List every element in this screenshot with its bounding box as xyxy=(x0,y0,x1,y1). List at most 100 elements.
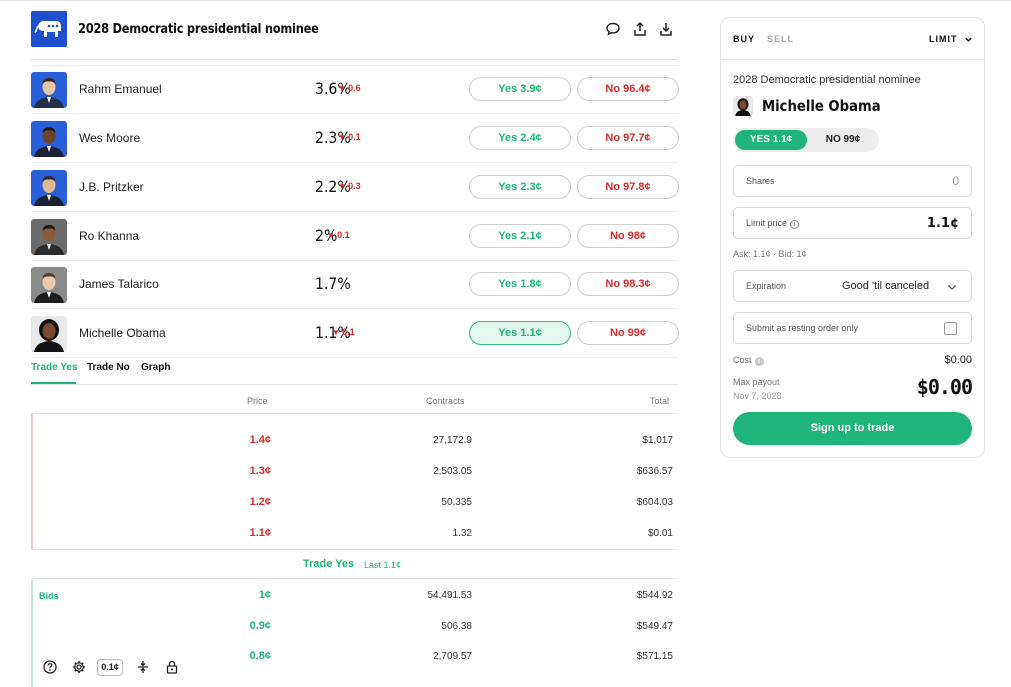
sell-tab[interactable]: SELL xyxy=(767,34,795,44)
tab-trade-yes[interactable]: Trade Yes xyxy=(31,362,78,373)
bids-side-marker xyxy=(31,580,33,687)
buy-tab[interactable]: BUY xyxy=(733,34,756,44)
column-header-total: Total xyxy=(650,396,670,406)
candidate-probability: 1.1% xyxy=(315,323,351,342)
resting-order-field[interactable]: Submit as resting order only xyxy=(733,312,972,344)
candidate-probability: 3.6% xyxy=(315,79,351,98)
max-payout-date: Nov 7, 2028 xyxy=(733,391,782,401)
shares-label: Shares xyxy=(746,176,775,186)
avatar xyxy=(31,219,67,255)
info-icon[interactable]: i xyxy=(754,357,764,366)
shares-value[interactable]: 0 xyxy=(952,174,959,188)
buy-yes-button[interactable]: Yes 3.9¢ xyxy=(469,77,571,101)
cost-label-wrap: Cost i xyxy=(733,355,764,366)
bids-label: Bids xyxy=(39,591,59,601)
collapse-icon[interactable] xyxy=(136,660,150,674)
triangle-down-icon: ▼ xyxy=(338,84,349,93)
market-header: 2028 Democratic presidential nominee xyxy=(31,11,678,51)
sign-up-button[interactable]: Sign up to trade xyxy=(733,412,972,445)
buy-no-button[interactable]: No 97.7¢ xyxy=(577,126,679,150)
shares-field[interactable]: Shares 0 xyxy=(733,165,972,197)
order-type-dropdown[interactable]: LIMIT xyxy=(929,34,958,44)
candidate-row[interactable]: Ro Khanna 2% ▼ 0.1 Yes 2.1¢ No 98¢ xyxy=(31,212,679,261)
bid-total: $549.47 xyxy=(636,621,673,632)
limit-price-value[interactable]: 1.1¢ xyxy=(926,216,959,231)
resting-order-checkbox[interactable] xyxy=(944,322,957,335)
lock-icon[interactable] xyxy=(165,660,179,674)
chevron-down-icon[interactable] xyxy=(947,282,957,292)
change-value: 0.1 xyxy=(342,327,355,337)
candidate-row[interactable]: Wes Moore 2.3% ▼ 0.1 Yes 2.4¢ No 97.7¢ xyxy=(31,114,679,163)
order-panel: BUY SELL LIMIT 2028 Democratic president… xyxy=(720,17,985,458)
candidate-name: J.B. Pritzker xyxy=(79,180,144,194)
expiration-dropdown[interactable]: Expiration Good 'til canceled xyxy=(733,270,972,302)
candidate-probability: 1.7% xyxy=(315,274,351,293)
probability-change: ▼ 0.1 xyxy=(327,230,350,240)
buy-no-button[interactable]: No 96.4¢ xyxy=(577,77,679,101)
tab-graph[interactable]: Graph xyxy=(141,362,171,373)
no-option-button[interactable]: NO 99¢ xyxy=(825,134,861,145)
settings-icon[interactable] xyxy=(72,660,86,674)
bid-price[interactable]: 0.9¢ xyxy=(249,620,271,632)
democrat-logo-icon xyxy=(31,11,67,47)
candidate-row[interactable]: Rahm Emanuel 3.6% ▼ 0.6 Yes 3.9¢ No 96.4¢ xyxy=(31,65,679,114)
ask-price[interactable]: 1.4¢ xyxy=(249,434,271,446)
yes-option-button[interactable]: YES 1.1¢ xyxy=(735,130,807,150)
ask-contracts: 50,335 xyxy=(441,497,472,508)
list-top-divider xyxy=(31,65,678,66)
expiration-label: Expiration xyxy=(746,281,787,291)
buy-no-button[interactable]: No 99¢ xyxy=(577,321,679,345)
limit-price-field[interactable]: Limit price i 1.1¢ xyxy=(733,207,972,239)
info-icon[interactable]: i xyxy=(790,220,800,229)
ask-price[interactable]: 1.2¢ xyxy=(249,496,271,508)
buy-yes-button[interactable]: Yes 2.1¢ xyxy=(469,224,571,248)
change-value: 0.6 xyxy=(348,83,361,93)
ask-price[interactable]: 1.3¢ xyxy=(249,465,271,477)
change-value: 0.1 xyxy=(337,230,350,240)
ask-total: $1,017 xyxy=(642,435,673,446)
buy-yes-button[interactable]: Yes 1.8¢ xyxy=(469,272,571,296)
spread-title: Trade Yes xyxy=(303,558,355,570)
bid-price[interactable]: 0.8¢ xyxy=(249,650,271,662)
share-icon[interactable] xyxy=(632,21,648,37)
help-icon[interactable] xyxy=(43,660,57,674)
candidate-name: Michelle Obama xyxy=(79,326,166,340)
candidate-row[interactable]: J.B. Pritzker 2.2% ▼ 0.3 Yes 2.3¢ No 97.8¢ xyxy=(31,163,679,212)
buy-no-button[interactable]: No 97.8¢ xyxy=(577,175,679,199)
avatar xyxy=(733,96,753,116)
last-price: Last 1.1¢ xyxy=(364,560,402,570)
max-payout-value: $0.00 xyxy=(916,375,973,399)
cost-label: Cost xyxy=(733,355,752,365)
buy-yes-button[interactable]: Yes 2.4¢ xyxy=(469,126,571,150)
probability-change: ▼ 0.3 xyxy=(338,181,361,191)
candidate-probability: 2% xyxy=(315,226,338,245)
download-icon[interactable] xyxy=(658,21,674,37)
candidate-probability: 2.2% xyxy=(315,177,351,196)
tab-trade-no[interactable]: Trade No xyxy=(87,362,130,373)
expiration-value[interactable]: Good 'til canceled xyxy=(842,280,930,292)
ask-contracts: 27,172.9 xyxy=(433,435,472,446)
ask-total: $604.03 xyxy=(636,497,673,508)
comment-icon[interactable] xyxy=(605,21,621,37)
panel-divider xyxy=(721,59,984,60)
probability-change: ▼ 0.1 xyxy=(332,327,355,337)
buy-no-button[interactable]: No 98.3¢ xyxy=(577,272,679,296)
triangle-down-icon: ▼ xyxy=(338,182,349,191)
side-selector: YES 1.1¢ NO 99¢ xyxy=(733,128,879,152)
tick-size-badge[interactable]: 0.1¢ xyxy=(97,659,123,676)
buy-no-button[interactable]: No 98¢ xyxy=(577,224,679,248)
selected-candidate: Michelle Obama xyxy=(762,97,881,115)
column-header-price: Price xyxy=(247,396,268,406)
candidate-row[interactable]: Michelle Obama 1.1% ▼ 0.1 Yes 1.1¢ No 99¢ xyxy=(31,309,679,358)
ask-contracts: 2,503.05 xyxy=(433,466,472,477)
buy-yes-button[interactable]: Yes 2.3¢ xyxy=(469,175,571,199)
buy-yes-button[interactable]: Yes 1.1¢ xyxy=(469,321,571,345)
chevron-down-icon[interactable] xyxy=(964,35,973,44)
avatar xyxy=(31,316,67,352)
bid-contracts: 54,491.53 xyxy=(427,590,473,601)
tabs-divider xyxy=(31,384,678,385)
bid-price[interactable]: 1¢ xyxy=(258,589,271,601)
candidate-row[interactable]: James Talarico 1.7% Yes 1.8¢ No 98.3¢ xyxy=(31,260,679,309)
ask-total: $636.57 xyxy=(636,466,673,477)
ask-price[interactable]: 1.1¢ xyxy=(249,527,271,539)
